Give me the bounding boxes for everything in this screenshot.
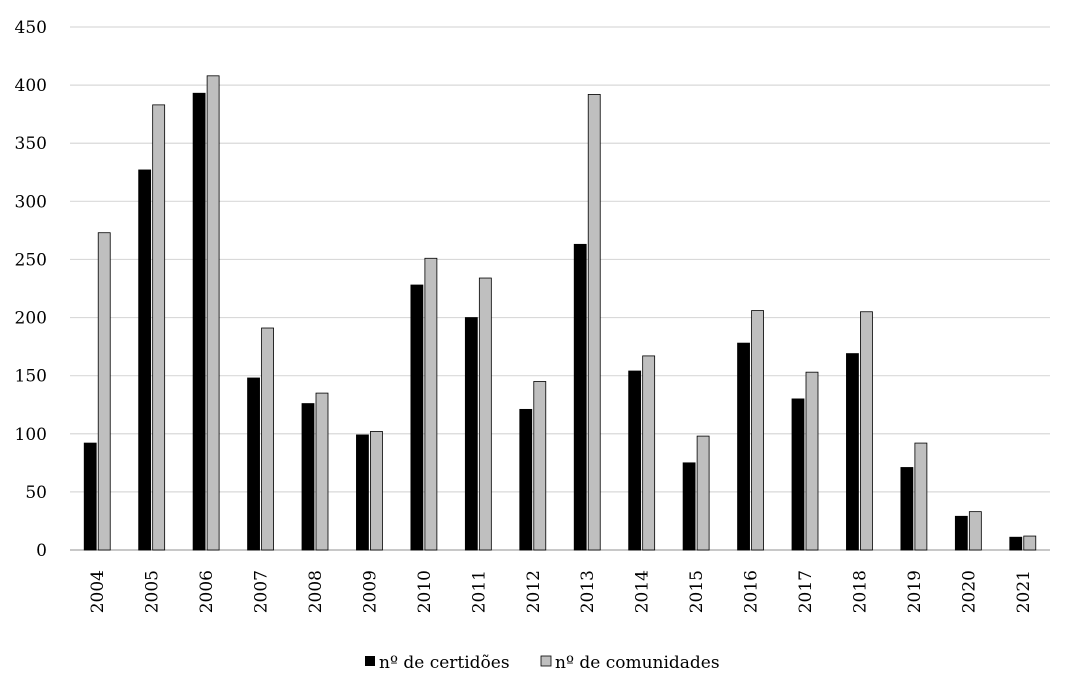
bar-comunidades [97,232,111,551]
y-tick-label: 450 [15,18,47,38]
bar-certidoes [356,434,369,551]
bar-comunidades [478,277,492,551]
y-tick-label: 0 [36,541,47,561]
x-axis-ticks: 2004 2005 2006 2007 2008 2009 2010 2011 2012 2013… [88,570,1034,613]
x-tick-label: 2016 [742,570,762,613]
x-tick-label: 2013 [578,570,598,613]
legend-swatch-comunidades [540,655,552,667]
bar-comunidades [805,371,819,551]
bar-certidoes [846,353,859,551]
x-tick-label: 2019 [905,570,925,613]
bar-certidoes [519,408,533,551]
bar-comunidades [860,311,873,551]
bar-certidoes [737,342,750,551]
y-tick-label: 50 [25,483,47,503]
y-tick-label: 300 [15,192,47,212]
legend-label-comunidades: nº de comunidades [555,653,720,673]
bar-certidoes [573,243,587,551]
bar-certidoes [301,403,315,551]
x-tick-label: 2007 [252,570,272,613]
bar-comunidades [968,511,982,551]
bar-comunidades [533,381,547,551]
x-tick-label: 2014 [633,570,653,613]
bar-comunidades [696,435,710,551]
grid-lines [70,26,1050,551]
x-tick-label: 2010 [415,570,435,613]
legend-label-certidoes: nº de certidões [379,653,510,673]
x-tick-label: 2012 [524,570,544,613]
bar-comunidades [152,104,166,551]
x-tick-label: 2008 [306,570,326,613]
bar-certidoes [83,442,97,551]
y-tick-label: 250 [15,250,47,270]
x-tick-label: 2018 [850,570,870,613]
y-tick-label: 200 [15,309,47,329]
x-tick-label: 2015 [687,570,707,613]
bar-comunidades [424,257,438,551]
y-tick-label: 350 [15,134,47,154]
x-tick-label: 2004 [88,570,108,613]
x-tick-label: 2006 [197,570,217,613]
x-tick-label: 2005 [143,570,163,613]
x-tick-label: 2011 [469,570,489,613]
bar-certidoes [791,398,805,551]
bar-comunidades [206,75,220,551]
bar-comunidades [315,392,329,551]
y-tick-label: 400 [15,76,47,96]
bar-certidoes [1009,536,1023,551]
bar-comunidades [914,442,928,551]
bar-certidoes [247,377,260,551]
bar-certidoes [464,317,478,551]
y-tick-label: 150 [15,367,47,387]
bars [83,75,1037,551]
bar-certidoes [628,370,642,551]
bar-certidoes [682,462,696,551]
bar-comunidades [642,355,656,551]
x-tick-label: 2017 [796,570,816,613]
y-tick-label: 100 [15,425,47,445]
x-tick-label: 2021 [1014,570,1034,613]
legend-swatch-certidoes [365,656,375,666]
bar-comunidades [751,310,764,551]
y-axis-ticks: 0 50 100 150 200 250 300 350 400 450 [15,18,47,561]
bar-certidoes [954,515,968,551]
bar-comunidades [587,94,601,551]
bar-comunidades [370,431,383,551]
bar-comunidades [1023,535,1037,551]
x-tick-label: 2020 [959,570,979,613]
bar-certidoes [410,284,424,551]
bar-comunidades [261,327,274,551]
bar-certidoes [900,467,914,551]
legend: nº de certidões nº de comunidades [365,653,720,673]
bar-certidoes [192,92,206,551]
x-tick-label: 2009 [360,570,380,613]
bar-certidoes [138,169,152,551]
